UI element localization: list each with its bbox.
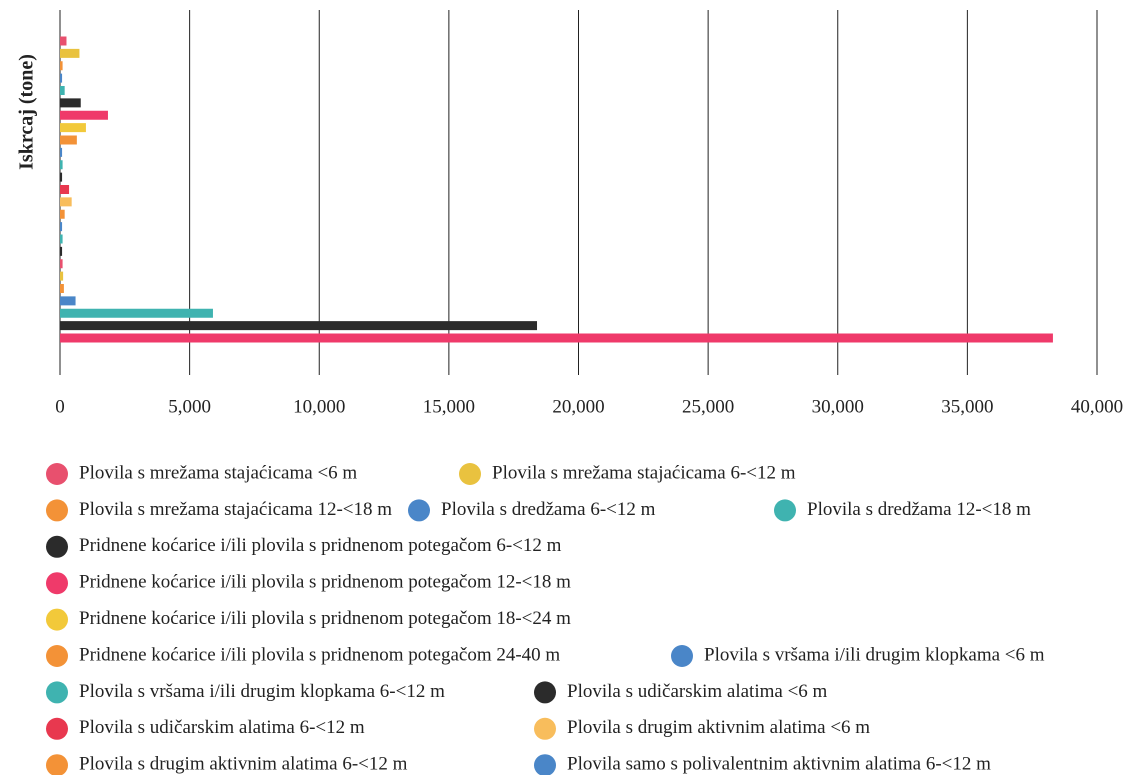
bar [60, 73, 63, 83]
legend-marker [46, 608, 68, 631]
legend-marker [774, 499, 796, 522]
y-axis-label: Iskrcaj (tone) [16, 54, 38, 170]
x-tick-label: 20,000 [552, 396, 604, 417]
legend-label: Plovila s mrežama stajaćicama 12-<18 m [79, 499, 392, 520]
legend-marker [46, 463, 68, 485]
legend-marker [46, 499, 68, 522]
x-tick-label: 25,000 [682, 396, 734, 417]
legend-marker [46, 754, 68, 775]
legend-marker [459, 463, 481, 485]
legend-label: Plovila s udičarskim alatima <6 m [567, 681, 828, 702]
bar [60, 48, 80, 58]
legend-label: Plovila s drugim aktivnim alatima <6 m [567, 717, 870, 738]
x-tick-label: 30,000 [812, 396, 864, 417]
bar [60, 197, 72, 207]
x-tick-label: 5,000 [168, 396, 211, 417]
bar [60, 172, 63, 182]
bar [60, 284, 64, 293]
legend-label: Pridnene koćarice i/ili plovila s pridne… [79, 644, 560, 665]
x-tick-label: 15,000 [423, 396, 475, 417]
bar [60, 61, 63, 71]
legend-marker [46, 572, 68, 595]
bar [60, 308, 213, 318]
legend-marker [46, 535, 68, 558]
bar [60, 147, 63, 157]
bar [60, 123, 86, 133]
bar [60, 185, 70, 194]
legend-marker [46, 717, 68, 740]
legend-marker [46, 681, 68, 704]
legend-marker [671, 645, 693, 667]
bar [60, 222, 63, 232]
x-tick-label: 35,000 [941, 396, 993, 417]
bar [60, 333, 1053, 343]
legend-marker [408, 499, 430, 522]
legend-label: Pridnene koćarice i/ili plovila s pridne… [79, 608, 571, 629]
legend-label: Plovila s mrežama stajaćicama <6 m [79, 462, 357, 483]
bar [60, 110, 108, 120]
bar [60, 36, 67, 46]
bar [60, 86, 65, 95]
x-tick-label: 10,000 [293, 396, 345, 417]
bar [60, 246, 63, 256]
bar [60, 234, 63, 244]
bar [60, 321, 538, 331]
legend-label: Plovila s udičarskim alatima 6-<12 m [79, 717, 365, 738]
legend-label: Plovila s dredžama 6-<12 m [441, 499, 656, 520]
legend-marker [46, 645, 68, 667]
x-tick-label: 40,000 [1071, 396, 1123, 417]
legend-label: Pridnene koćarice i/ili plovila s pridne… [79, 535, 562, 556]
bar [60, 259, 63, 269]
legend-label: Pridnene koćarice i/ili plovila s pridne… [79, 572, 571, 593]
legend-label: Plovila s vršama i/ili drugim klopkama 6… [79, 681, 445, 702]
legend-label: Plovila s mrežama stajaćicama 6-<12 m [492, 462, 796, 483]
bar [60, 135, 77, 145]
legend-label: Plovila samo s polivalentnim aktivnim al… [567, 754, 991, 775]
legend-label: Plovila s drugim aktivnim alatima 6-<12 … [79, 754, 408, 775]
legend-marker [534, 717, 556, 740]
bar [60, 98, 81, 108]
bar [60, 271, 64, 281]
legend-label: Plovila s dredžama 12-<18 m [807, 499, 1031, 520]
legend-marker [534, 754, 556, 775]
legend-marker [534, 681, 556, 704]
bar [60, 160, 63, 170]
x-tick-label: 0 [55, 396, 65, 417]
legend-label: Plovila s vršama i/ili drugim klopkama <… [704, 644, 1045, 665]
bar [60, 296, 76, 306]
bar [60, 209, 65, 219]
